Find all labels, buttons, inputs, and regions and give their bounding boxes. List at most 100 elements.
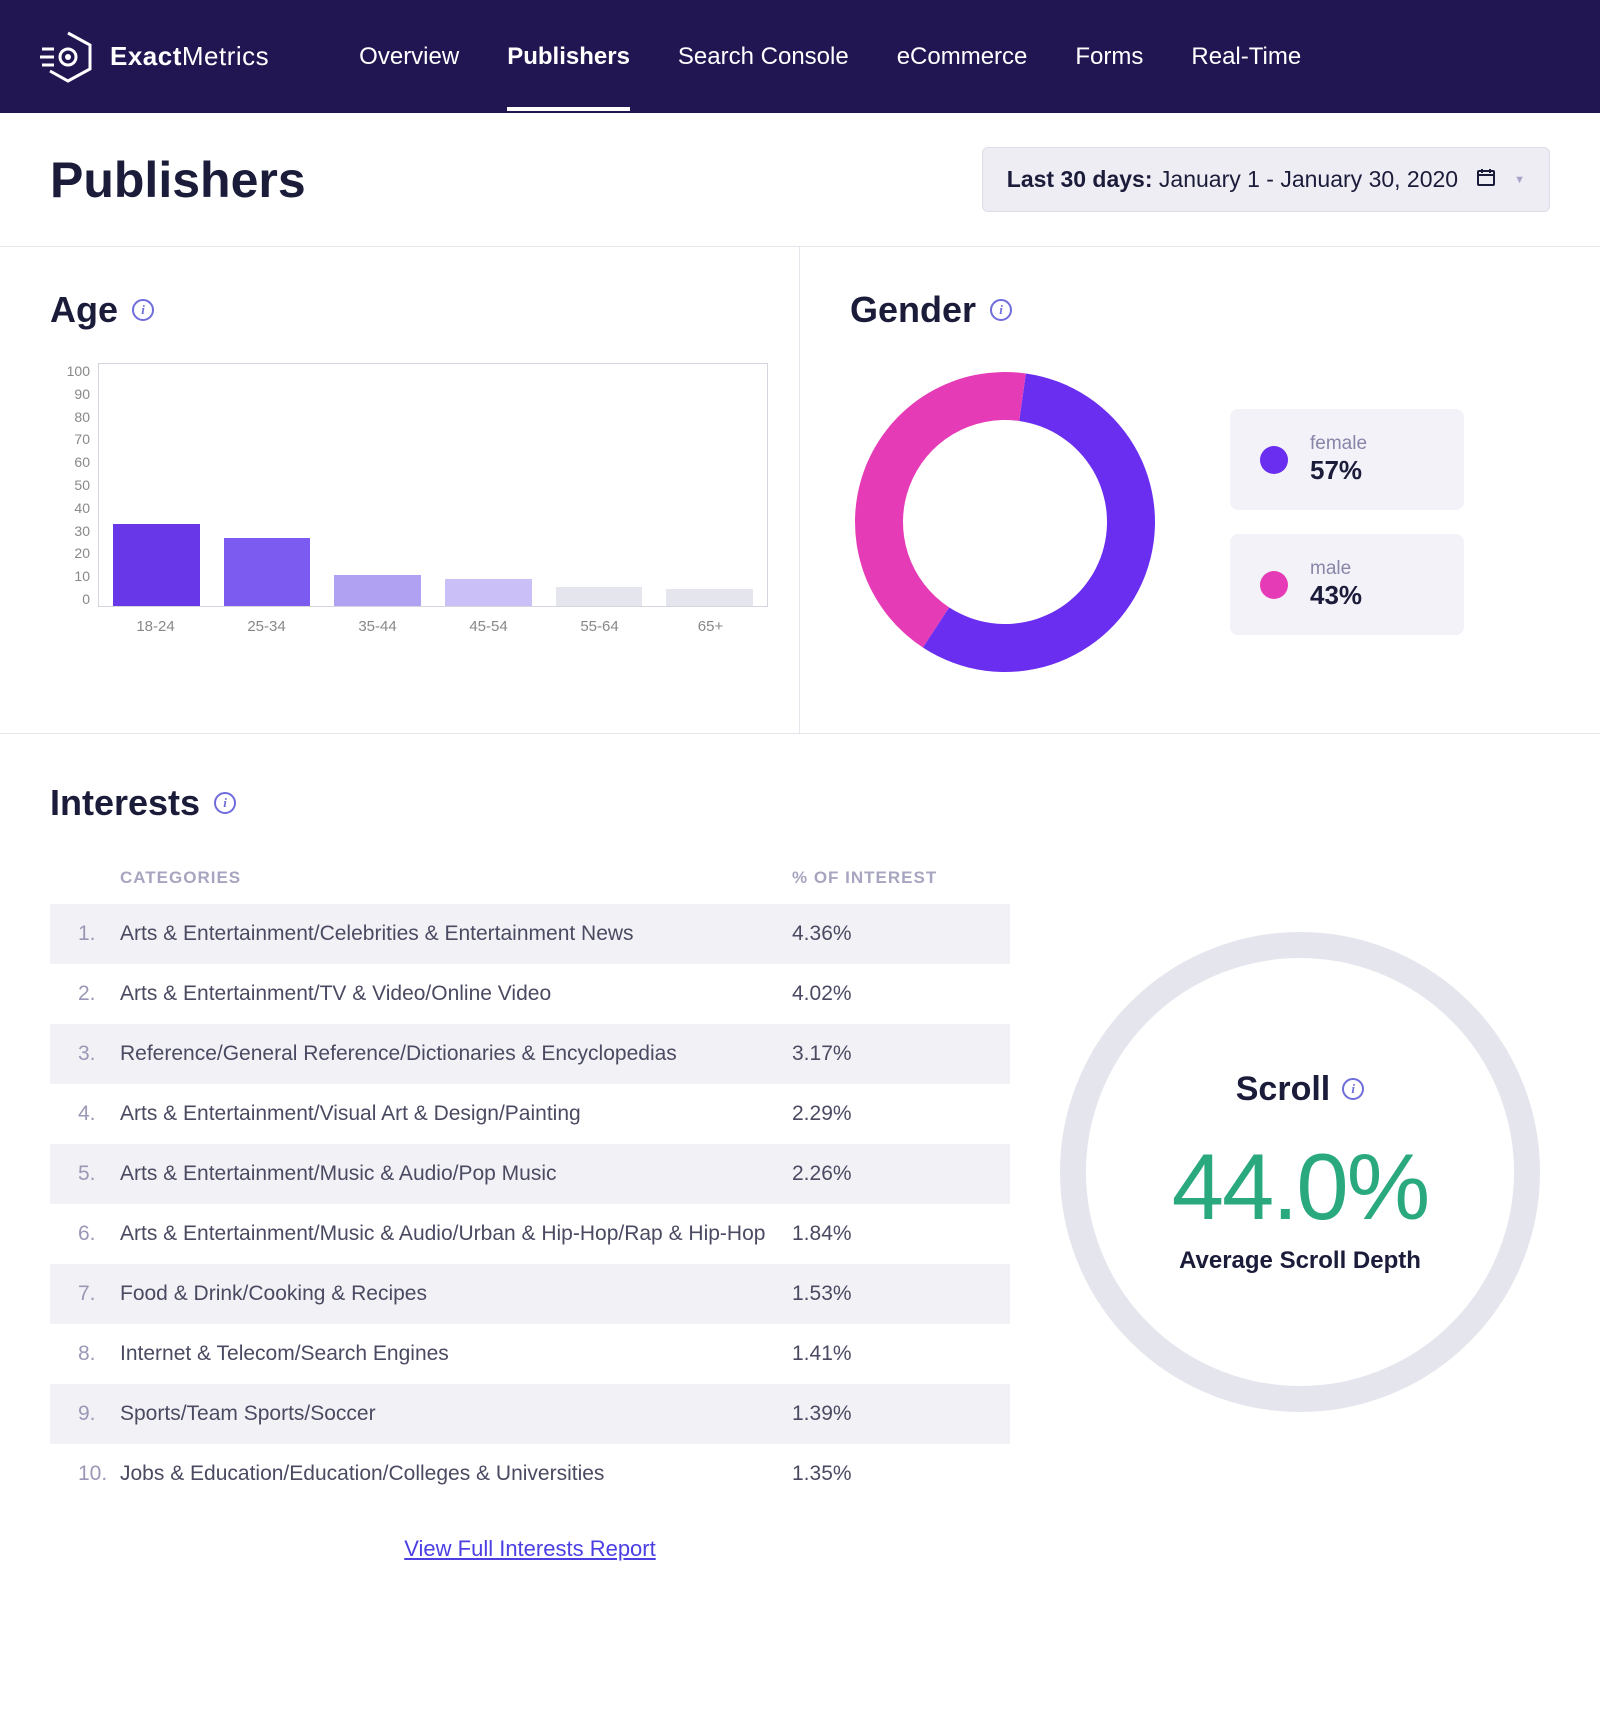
interests-row: Interests i CATEGORIES % OF INTEREST 1.A… (0, 734, 1600, 1622)
row-num: 2. (78, 982, 120, 1006)
age-x-label: 25-34 (223, 618, 310, 635)
nav-ecommerce[interactable]: eCommerce (897, 3, 1028, 111)
interests-table-head: CATEGORIES % OF INTEREST (50, 824, 1010, 904)
table-row: 9.Sports/Team Sports/Soccer1.39% (50, 1384, 1010, 1444)
gender-title: Gender (850, 289, 976, 331)
page-bar: Publishers Last 30 days: January 1 - Jan… (0, 113, 1600, 247)
row-percent: 4.02% (792, 982, 982, 1006)
logo-icon (40, 31, 96, 83)
brand-text: ExactMetrics (110, 41, 269, 72)
legend-label: male (1310, 558, 1362, 580)
main-nav: Overview Publishers Search Console eCommerc… (359, 3, 1301, 111)
age-bar (556, 587, 643, 606)
row-category: Internet & Telecom/Search Engines (120, 1342, 792, 1366)
row-num: 1. (78, 922, 120, 946)
age-gender-row: Agei 1009080706050403020100 18-2425-3435… (0, 247, 1600, 734)
legend-dot-icon (1260, 571, 1288, 599)
nav-real-time[interactable]: Real-Time (1191, 3, 1301, 111)
interests-title: Interests (50, 782, 200, 824)
row-num: 6. (78, 1222, 120, 1246)
donut-slice-male (855, 372, 1026, 648)
row-num: 4. (78, 1102, 120, 1126)
age-bar (113, 524, 200, 606)
row-num: 8. (78, 1342, 120, 1366)
table-row: 5.Arts & Entertainment/Music & Audio/Pop… (50, 1144, 1010, 1204)
row-percent: 1.35% (792, 1462, 982, 1486)
scroll-panel: Scrolli 44.0% Average Scroll Depth (1050, 782, 1550, 1562)
table-row: 10.Jobs & Education/Education/Colleges &… (50, 1444, 1010, 1504)
header: ExactMetrics Overview Publishers Search Co… (0, 0, 1600, 113)
nav-overview[interactable]: Overview (359, 3, 459, 111)
row-category: Arts & Entertainment/Celebrities & Enter… (120, 922, 792, 946)
row-num: 7. (78, 1282, 120, 1306)
age-bar (224, 538, 311, 606)
nav-publishers[interactable]: Publishers (507, 3, 630, 111)
age-bar-chart: 1009080706050403020100 18-24 25-34 35-44 45… (50, 363, 768, 635)
th-categories: CATEGORIES (120, 868, 792, 888)
table-row: 6.Arts & Entertainment/Music & Audio/Urb… (50, 1204, 1010, 1264)
table-row: 8.Internet & Telecom/Search Engines1.41% (50, 1324, 1010, 1384)
age-plot-area (98, 363, 768, 607)
age-x-label: 35-44 (334, 618, 421, 635)
age-x-axis: 18-24 25-34 35-44 45-54 55-64 65+ (98, 618, 768, 635)
nav-search-console[interactable]: Search Console (678, 3, 849, 111)
row-percent: 1.41% (792, 1342, 982, 1366)
row-num: 3. (78, 1042, 120, 1066)
scroll-value: 44.0% (1172, 1133, 1429, 1241)
row-percent: 2.29% (792, 1102, 982, 1126)
calendar-icon (1476, 166, 1496, 193)
info-icon[interactable]: i (1342, 1078, 1364, 1100)
interests-panel: Interests i CATEGORIES % OF INTEREST 1.A… (50, 782, 1010, 1562)
info-icon[interactable]: i (132, 299, 154, 321)
age-y-axis: 1009080706050403020100 (50, 363, 90, 607)
table-row: 3.Reference/General Reference/Dictionari… (50, 1024, 1010, 1084)
row-category: Arts & Entertainment/Music & Audio/Pop M… (120, 1162, 792, 1186)
age-x-label: 45-54 (445, 618, 532, 635)
row-category: Arts & Entertainment/Visual Art & Design… (120, 1102, 792, 1126)
nav-forms[interactable]: Forms (1075, 3, 1143, 111)
info-icon[interactable]: i (214, 792, 236, 814)
table-row: 1.Arts & Entertainment/Celebrities & Ent… (50, 904, 1010, 964)
gender-panel: Genderi female57% male43% (800, 247, 1600, 733)
legend-female: female57% (1230, 409, 1464, 510)
gender-donut-chart (850, 367, 1160, 677)
table-row: 7.Food & Drink/Cooking & Recipes1.53% (50, 1264, 1010, 1324)
view-full-report-link[interactable]: View Full Interests Report (404, 1536, 655, 1561)
row-percent: 4.36% (792, 922, 982, 946)
legend-value: 43% (1310, 580, 1362, 611)
interests-table-body: 1.Arts & Entertainment/Celebrities & Ent… (50, 904, 1010, 1504)
info-icon[interactable]: i (990, 299, 1012, 321)
row-num: 10. (78, 1462, 120, 1486)
age-bar (666, 589, 753, 606)
row-percent: 1.84% (792, 1222, 982, 1246)
row-num: 5. (78, 1162, 120, 1186)
row-category: Arts & Entertainment/TV & Video/Online V… (120, 982, 792, 1006)
age-x-label: 55-64 (556, 618, 643, 635)
brand-logo: ExactMetrics (40, 31, 269, 83)
age-x-label: 18-24 (112, 618, 199, 635)
row-category: Food & Drink/Cooking & Recipes (120, 1282, 792, 1306)
age-title: Age (50, 289, 118, 331)
table-row: 4.Arts & Entertainment/Visual Art & Desi… (50, 1084, 1010, 1144)
date-range-picker[interactable]: Last 30 days: January 1 - January 30, 20… (982, 147, 1550, 212)
row-category: Jobs & Education/Education/Colleges & Un… (120, 1462, 792, 1486)
scroll-gauge: Scrolli 44.0% Average Scroll Depth (1060, 932, 1540, 1412)
scroll-title: Scroll (1236, 1070, 1330, 1109)
legend-male: male43% (1230, 534, 1464, 635)
legend-value: 57% (1310, 455, 1367, 486)
table-row: 2.Arts & Entertainment/TV & Video/Online… (50, 964, 1010, 1024)
row-category: Reference/General Reference/Dictionaries… (120, 1042, 792, 1066)
legend-label: female (1310, 433, 1367, 455)
row-percent: 1.53% (792, 1282, 982, 1306)
th-percent: % OF INTEREST (792, 868, 982, 888)
row-category: Arts & Entertainment/Music & Audio/Urban… (120, 1222, 792, 1246)
row-category: Sports/Team Sports/Soccer (120, 1402, 792, 1426)
age-bar (334, 575, 421, 606)
legend-dot-icon (1260, 446, 1288, 474)
chevron-down-icon: ▼ (1514, 174, 1525, 186)
page-title: Publishers (50, 151, 306, 209)
age-x-label: 65+ (667, 618, 754, 635)
age-bar (445, 579, 532, 606)
age-panel: Agei 1009080706050403020100 18-24 25-34 35… (0, 247, 800, 733)
scroll-subtitle: Average Scroll Depth (1179, 1247, 1421, 1275)
